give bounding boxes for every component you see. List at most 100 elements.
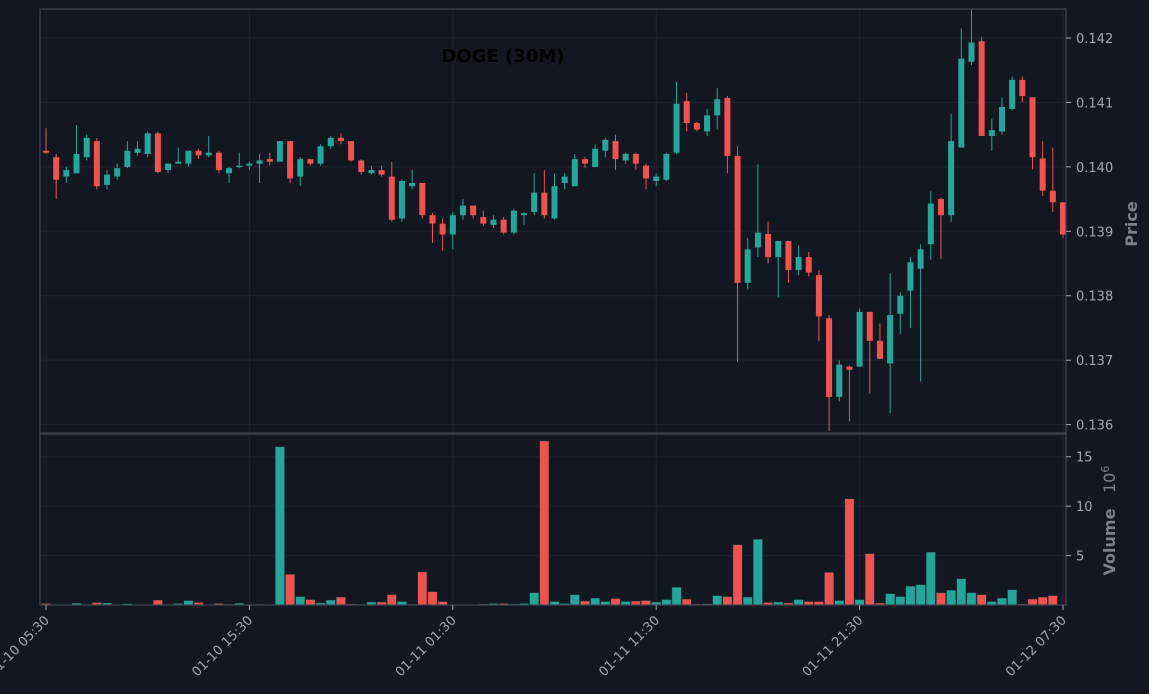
candle-body xyxy=(276,141,283,162)
candle xyxy=(673,81,680,154)
candle xyxy=(571,153,578,187)
candle xyxy=(337,133,344,145)
candle xyxy=(246,161,253,171)
volume-tick-label: 10 xyxy=(1076,500,1093,515)
candle xyxy=(185,150,192,167)
candle xyxy=(429,213,436,243)
candle-body xyxy=(317,146,324,164)
candle xyxy=(520,211,527,225)
candle xyxy=(754,164,761,258)
volume-bar xyxy=(956,578,967,606)
candle-body xyxy=(63,170,70,177)
candle xyxy=(998,97,1005,135)
candle xyxy=(83,134,90,161)
candle xyxy=(439,218,446,251)
volume-multiplier-label: 106 xyxy=(1099,466,1119,493)
candle xyxy=(836,360,843,402)
candle-body xyxy=(724,97,731,156)
candle-body xyxy=(236,165,243,168)
candle xyxy=(643,163,650,190)
candle-body xyxy=(337,137,344,142)
volume-bar xyxy=(885,593,895,606)
candle xyxy=(846,365,853,422)
volume-bar xyxy=(570,594,580,606)
volume-bar xyxy=(336,596,346,606)
volume-bar xyxy=(824,572,834,606)
candle xyxy=(541,170,548,219)
candle-body xyxy=(1049,190,1056,203)
candle xyxy=(551,173,558,220)
candle xyxy=(510,208,517,235)
candle-body xyxy=(195,150,202,156)
volume-bar xyxy=(183,600,194,606)
candle xyxy=(165,163,172,174)
candle xyxy=(765,221,772,264)
candle-body xyxy=(988,130,995,136)
candle-body xyxy=(165,163,172,171)
candle-body xyxy=(134,148,141,153)
candle-body xyxy=(480,217,487,224)
candle-body xyxy=(876,340,883,359)
candle xyxy=(602,137,609,158)
candle xyxy=(653,173,660,187)
volume-bar xyxy=(1007,589,1017,606)
candle xyxy=(693,121,700,132)
volume-bar xyxy=(834,600,845,606)
candle-body xyxy=(520,213,527,216)
candle xyxy=(63,166,70,183)
candle xyxy=(449,211,456,250)
chart-title: DOGE (30M) xyxy=(442,46,565,67)
candle xyxy=(704,108,711,136)
x-axis: 01-10 05:30 01-10 15:30 01-11 01:30 01-11 1… xyxy=(0,605,1070,680)
price-panel-frame xyxy=(39,8,1067,434)
candle xyxy=(927,191,934,260)
candle-body xyxy=(998,106,1005,132)
candle-body xyxy=(815,275,822,317)
grid-lines xyxy=(40,9,1066,605)
candle xyxy=(724,95,731,174)
candle-body xyxy=(1009,79,1016,109)
volume-tick-label: 5 xyxy=(1076,550,1084,565)
volume-bar xyxy=(427,591,438,606)
volume-bar xyxy=(590,597,600,606)
candle-body xyxy=(93,141,100,187)
candle-body xyxy=(693,123,700,130)
volume-bar xyxy=(905,586,916,606)
candle-body xyxy=(887,315,894,364)
candle-body xyxy=(368,170,375,174)
candle xyxy=(236,152,243,169)
candle-body xyxy=(388,176,395,220)
x-tick-label: 01-11 01:30 xyxy=(393,613,460,680)
candle xyxy=(195,148,202,160)
candle xyxy=(1019,76,1026,103)
candle-body xyxy=(551,186,558,219)
candle xyxy=(93,137,100,190)
price-tick-label: 0.139 xyxy=(1076,225,1113,240)
candle xyxy=(978,36,985,136)
candle-body xyxy=(622,153,629,161)
candle-body xyxy=(582,159,589,164)
price-panel xyxy=(40,9,1066,433)
volume-multiplier-base: 10 xyxy=(1100,473,1119,493)
candle-body xyxy=(297,159,304,177)
candle xyxy=(419,182,426,219)
volume-bar xyxy=(742,596,753,606)
x-tick-label: 01-12 07:30 xyxy=(1003,613,1070,680)
candle-body xyxy=(754,232,761,248)
candle-body xyxy=(927,203,934,245)
candle xyxy=(317,144,324,166)
volume-panel-frame xyxy=(39,433,1067,606)
candle-body xyxy=(541,192,548,216)
candle-body xyxy=(734,155,741,283)
price-tick-label: 0.142 xyxy=(1076,32,1113,47)
volume-bar xyxy=(915,584,926,606)
candle-body xyxy=(1039,158,1046,191)
candle xyxy=(958,28,965,148)
candle-body xyxy=(531,192,538,212)
candle xyxy=(917,244,924,382)
candle xyxy=(266,152,273,166)
candle-body xyxy=(124,150,131,167)
candle-body xyxy=(826,318,833,397)
volume-bar xyxy=(661,599,672,606)
